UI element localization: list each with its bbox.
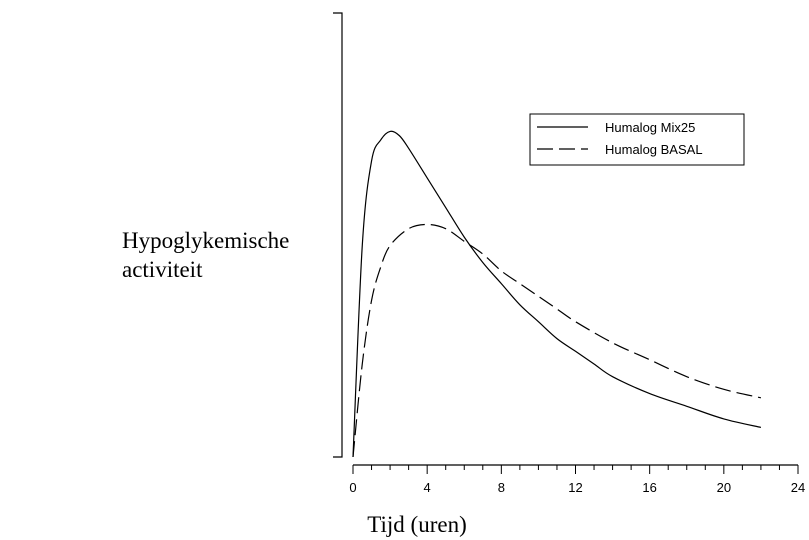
y-axis-label-line-1: Hypoglykemische: [122, 228, 289, 253]
legend-label-basal: Humalog BASAL: [605, 142, 703, 157]
series-line-basal: [352, 223, 762, 458]
x-axis-ticks: [352, 465, 799, 474]
x-tick-label: 24: [791, 480, 805, 495]
y-axis-line: [333, 12, 343, 458]
x-tick-label: 0: [349, 480, 356, 495]
y-axis-label-line-2: activiteit: [122, 257, 203, 282]
x-tick-label: 16: [642, 480, 656, 495]
x-tick-label: 20: [717, 480, 731, 495]
x-axis-tick-labels: 0 4 8 12 16 20 24: [349, 480, 805, 495]
legend: Humalog Mix25 Humalog BASAL: [529, 113, 745, 166]
legend-label-mix25: Humalog Mix25: [605, 120, 695, 135]
series-group: [352, 130, 762, 458]
x-tick-label: 12: [568, 480, 582, 495]
series-line-mix25: [352, 130, 762, 458]
x-tick-label: 4: [424, 480, 431, 495]
x-axis-label: Tijd (uren): [367, 512, 466, 537]
legend-box: [529, 113, 745, 166]
x-tick-label: 8: [498, 480, 505, 495]
